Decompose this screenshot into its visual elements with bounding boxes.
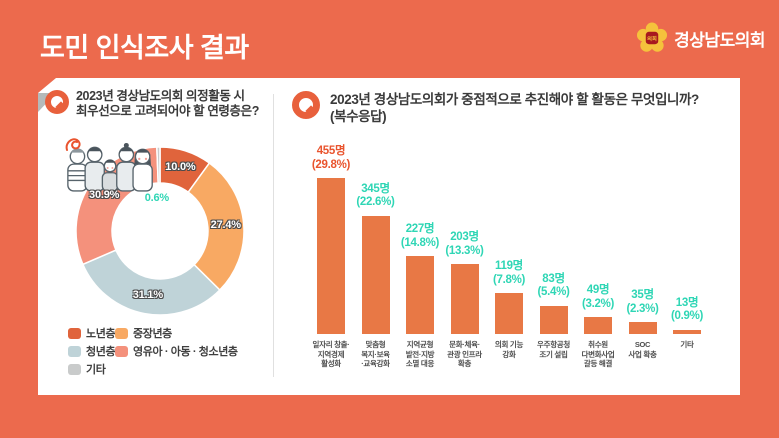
legend-swatch-icon [68, 345, 81, 357]
callout-curl-arrow-icon [65, 138, 81, 151]
bar-category-label: 기타 [680, 340, 694, 349]
legend-swatch-icon [68, 363, 81, 375]
bar-7 [628, 322, 657, 334]
section-divider [273, 94, 274, 377]
page-title: 도민 인식조사 결과 [40, 33, 249, 63]
question-icon-right [292, 91, 320, 119]
bar-4 [495, 293, 523, 334]
bar-value-label: 119명 (7.8%) [492, 260, 526, 286]
legend-swatch-icon [68, 327, 81, 339]
bar-5 [539, 305, 568, 334]
donut-question-line2: 최우선으로 고려되어야 할 연령층은? [76, 104, 259, 118]
bar-3 [450, 264, 479, 334]
bar-value-label: 455명 (29.8%) [311, 145, 351, 171]
family-illustration [67, 142, 153, 192]
donut-question: 2023년 경상남도의회 의정활동 시 최우선으로 고려되어야 할 연령층은? [76, 89, 259, 119]
bar-question: 2023년 경상남도의회가 중점적으로 추진해야 할 활동은 무엇입니까? (복… [330, 91, 699, 125]
legend-label: 노년층 [86, 328, 116, 340]
bar-value-label: 35명 (2.3%) [626, 289, 659, 315]
bar-question-line1: 2023년 경상남도의회가 중점적으로 추진해야 할 활동은 무엇입니까? [330, 92, 699, 107]
legend-label: 중장년층 [133, 328, 172, 340]
bar-value-label: 13명 (0.9%) [670, 296, 704, 323]
emblem-text: 의회 [647, 34, 657, 42]
bar-1 [361, 215, 390, 334]
legend-label: 청년층 [86, 346, 116, 358]
bar-value-label: 227명 (14.8%) [400, 223, 440, 249]
council-logo-text: 경상남도의회 [674, 30, 765, 50]
legend-swatch-icon [115, 345, 128, 357]
bar-category-label: 지역균형 발전·지방 소멸 대응 [405, 340, 435, 368]
donut-question-line1: 2023년 경상남도의회 의정활동 시 [76, 89, 245, 103]
donut-slice-2 [81, 249, 221, 316]
legend-item: 영유아 · 아동 · 청소년층 [115, 343, 238, 359]
legend-label: 영유아 · 아동 · 청소년층 [133, 346, 238, 358]
donut-chart: 0.6% 10.0% 27.4% 31.1% 30.9% [65, 136, 255, 326]
bar-value-label: 49명 (3.2%) [581, 284, 615, 310]
council-logo: 의회 경상남도의회 [636, 22, 765, 54]
donut-slice-value: 30.9% [89, 188, 120, 201]
bar-category-label: 우주항공청 조기 설립 [537, 340, 570, 359]
donut-slice-value: 31.1% [132, 288, 163, 301]
donut-slice-4 [156, 146, 161, 184]
bar-question-line2: (복수응답) [330, 109, 387, 124]
legend-item: 기타 [68, 361, 106, 377]
bar-2 [406, 256, 434, 334]
bar-category-label: 맞춤형 복지·보육 ·교육강화 [361, 340, 390, 368]
bar-8 [673, 329, 701, 334]
bar-category-label: 의회 기능 강화 [494, 340, 524, 359]
content-panel: 2023년 경상남도의회 의정활동 시 최우선으로 고려되어야 할 연령층은? [38, 78, 740, 395]
bar-category-label: 취수원 다변화사업 갈등 해결 [581, 340, 615, 368]
bar-0 [317, 178, 345, 334]
donut-callout-value: 0.6% [144, 192, 169, 204]
bar-value-label: 83명 (5.4%) [537, 272, 570, 299]
legend-item: 중장년층 [115, 325, 172, 341]
question-icon-left [45, 90, 69, 114]
legend-item: 노년층 [68, 325, 116, 341]
bar-value-label: 345명 (22.6%) [356, 182, 395, 209]
legend-swatch-icon [115, 327, 128, 339]
bar-category-label: 일자리 창출· 지역경제 활성화 [312, 340, 350, 368]
council-emblem-icon: 의회 [637, 22, 668, 52]
bar-value-label: 203명 (13.3%) [445, 231, 484, 257]
bar-category-label: SOC 사업 확충 [628, 340, 657, 359]
legend-item: 청년층 [68, 343, 116, 359]
bar-6 [584, 317, 612, 334]
legend-label: 기타 [86, 364, 106, 376]
bar-category-label: 문화·체육· 관광 인프라 확충 [447, 340, 482, 368]
donut-slice-value: 10.0% [165, 161, 196, 174]
donut-slice-value: 27.4% [210, 218, 241, 231]
